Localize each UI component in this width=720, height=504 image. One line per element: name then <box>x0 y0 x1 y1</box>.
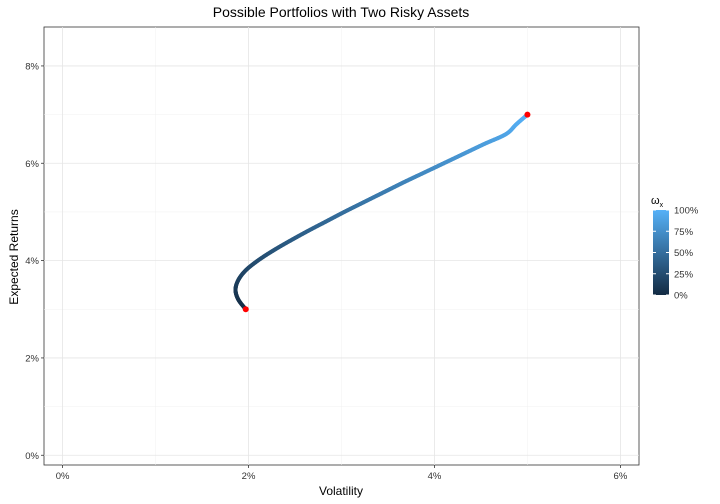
endpoint-marker <box>242 306 249 313</box>
y-tick-label: 8% <box>25 61 39 72</box>
legend-label: 25% <box>674 269 694 280</box>
legend-label: 50% <box>674 248 694 259</box>
grid-layer <box>44 27 639 465</box>
endpoint-layer <box>242 111 531 313</box>
y-axis-title: Expected Returns <box>7 209 21 304</box>
y-tick-label: 2% <box>25 353 39 364</box>
x-tick-label: 6% <box>614 471 628 482</box>
legend-colorbar <box>653 210 669 295</box>
endpoint-marker <box>524 111 531 118</box>
legend-title: ωx <box>651 195 664 209</box>
x-tick-label: 2% <box>242 471 256 482</box>
legend-label: 100% <box>674 206 699 217</box>
chart-title: Possible Portfolios with Two Risky Asset… <box>213 4 470 20</box>
legend-label: 0% <box>674 291 688 302</box>
legend-title-subscript: x <box>660 202 664 209</box>
tick-layer: 0% 2% 4% 6% 0% 2% 4% 6% 8% <box>25 61 628 482</box>
legend-ticks: 100% 75% 50% 25% 0% <box>653 206 699 302</box>
x-tick-label: 0% <box>56 471 70 482</box>
y-tick-label: 6% <box>25 159 39 170</box>
y-tick-label: 4% <box>25 256 39 267</box>
x-tick-label: 4% <box>428 471 442 482</box>
y-tick-label: 0% <box>25 451 39 462</box>
legend-label: 75% <box>674 227 694 238</box>
color-legend: ωx 100% 75% 50% 25% 0% <box>651 195 699 302</box>
legend-title-base: ω <box>651 195 660 207</box>
x-axis-title: Volatility <box>319 484 363 498</box>
